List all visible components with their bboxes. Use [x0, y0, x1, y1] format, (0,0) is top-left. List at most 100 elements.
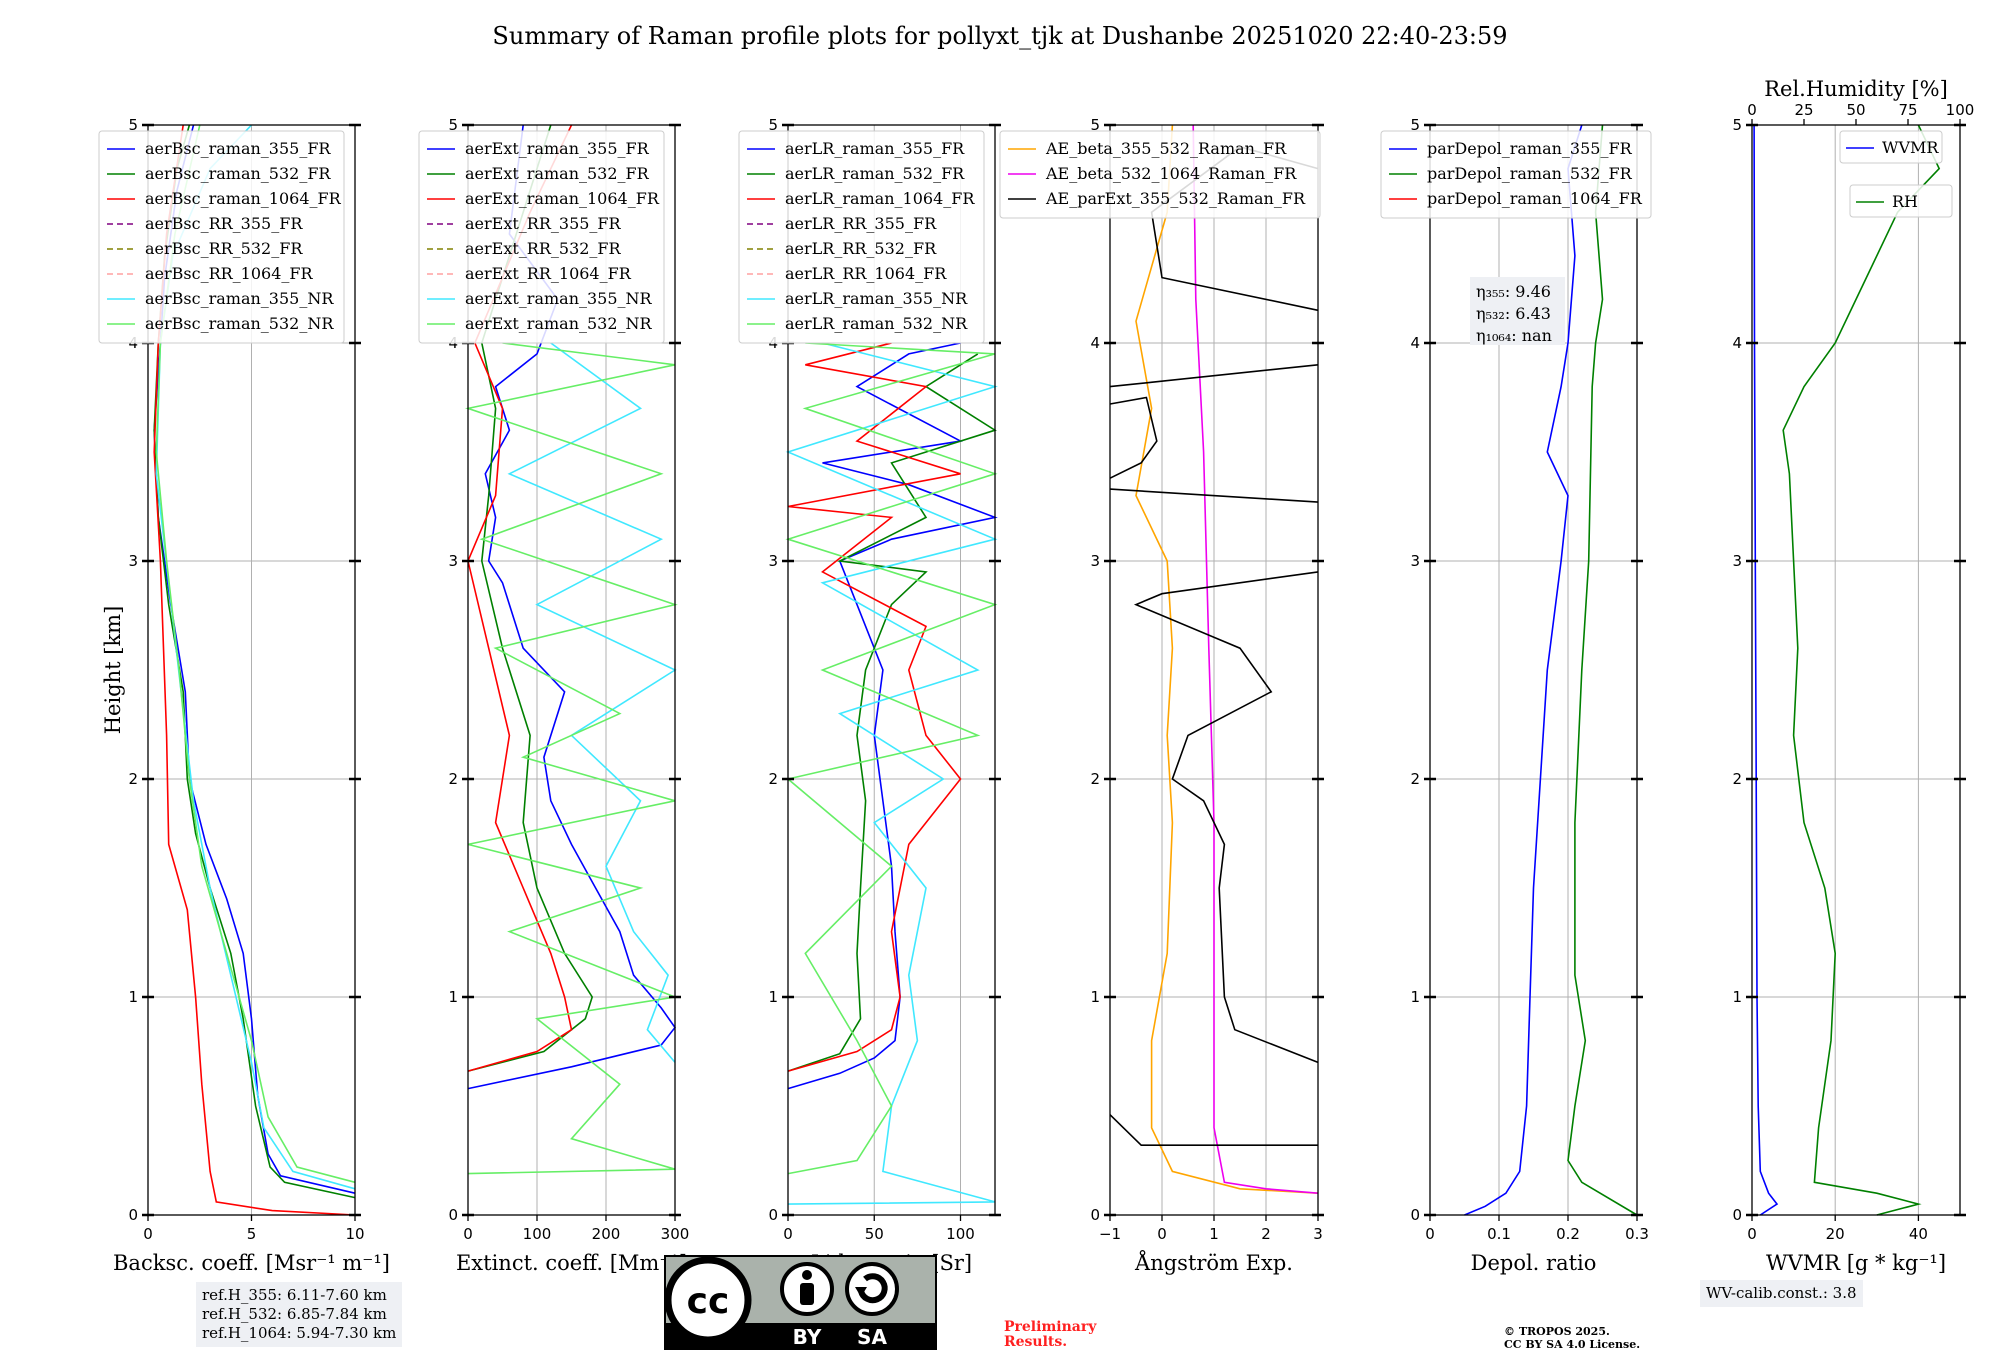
- panel-4: 0 1 2 3 4 5 0 0.1 0.2 0.3 Depol. ratio parDepol_ram…: [1380, 116, 1652, 1275]
- series-line-1-0: [467, 124, 676, 1090]
- y-tick-label: 0: [1410, 1206, 1420, 1224]
- y-tick-label: 2: [448, 770, 458, 788]
- legend: AE_beta_355_532_Raman_FR AE_beta_532_1064…: [999, 130, 1321, 219]
- legend: parDepol_raman_355_FR parDepol_raman_532_…: [1380, 130, 1652, 219]
- y-tick-label: 3: [1090, 552, 1100, 570]
- y-tick-label: 1: [1090, 988, 1100, 1006]
- y-tick-label: 0: [1732, 1206, 1742, 1224]
- legend-entry: AE_beta_355_532_Raman_FR: [1045, 139, 1287, 158]
- legend-entry: aerExt_raman_532_FR: [465, 164, 650, 183]
- cc-by-sa-logo: cc BY SA: [664, 1255, 937, 1350]
- x-tick-label: 100: [523, 1225, 552, 1243]
- plot-frame: [1429, 124, 1638, 1216]
- y-tick-label: 4: [1732, 334, 1742, 352]
- y-tick-label: 2: [768, 770, 778, 788]
- series-line-2-2: [787, 342, 962, 1072]
- x-axis-label: Ångström Exp.: [1134, 1250, 1293, 1275]
- wv-calib-const: WV-calib.const.: 3.8: [1706, 1284, 1857, 1302]
- plot-frame: [787, 124, 996, 1216]
- y-tick-label: 1: [448, 988, 458, 1006]
- x-tick-label: −1: [1099, 1225, 1121, 1243]
- y-tick-label: 5: [1732, 116, 1742, 134]
- series-line-5-0: [1753, 124, 1779, 1216]
- x-tick-label: 0.2: [1556, 1225, 1580, 1243]
- legend: aerLR_raman_355_FR aerLR_raman_532_FR aerL…: [738, 130, 985, 344]
- legend: aerExt_raman_355_FR aerExt_raman_532_FRae…: [418, 130, 665, 344]
- x-tick-label: 0: [143, 1225, 153, 1243]
- y-tick-label: 4: [1090, 334, 1100, 352]
- y-tick-label: 3: [768, 552, 778, 570]
- legend-entry: aerBsc_raman_532_NR: [145, 314, 334, 333]
- series-line-2-7: [785, 342, 998, 1175]
- x-tick-label: 10: [345, 1225, 364, 1243]
- x-tick-label: 0: [463, 1225, 473, 1243]
- legend-entry: aerLR_raman_355_NR: [785, 289, 968, 308]
- legend-entry: aerExt_raman_532_NR: [465, 314, 653, 333]
- y-tick-label: 1: [128, 988, 138, 1006]
- series-line-4-1: [1567, 124, 1638, 1216]
- x2-tick-label: 25: [1794, 101, 1813, 119]
- y-tick-label: 3: [1732, 552, 1742, 570]
- copyright-note: © TROPOS 2025. CC BY SA 4.0 License.: [1504, 1325, 1640, 1351]
- legend-entry: aerBsc_RR_532_FR: [145, 239, 303, 258]
- y-tick-label: 5: [1410, 116, 1420, 134]
- x-tick-label: 0: [1747, 1225, 1757, 1243]
- cc-circle-icon: [664, 1256, 752, 1344]
- x-tick-label: 40: [1909, 1225, 1928, 1243]
- legend-entry: AE_parExt_355_532_Raman_FR: [1045, 189, 1306, 208]
- series-line-2-6: [785, 342, 998, 1205]
- legend-entry: aerExt_RR_532_FR: [465, 239, 622, 258]
- y-tick-label: 3: [128, 552, 138, 570]
- plot-frame: [467, 124, 676, 1216]
- legend-entry: aerLR_RR_355_FR: [785, 214, 937, 233]
- ref-height-355: ref.H_355: 6.11-7.60 km: [202, 1286, 387, 1304]
- y-tick-label: 0: [768, 1206, 778, 1224]
- legend-entry: aerLR_raman_532_FR: [785, 164, 965, 183]
- y-tick-label: 3: [1410, 552, 1420, 570]
- eta-line: η₁₀₆₄: nan: [1476, 326, 1552, 345]
- x-tick-label: 0: [783, 1225, 793, 1243]
- y-tick-label: 0: [448, 1206, 458, 1224]
- legend-entry: aerExt_RR_1064_FR: [465, 264, 632, 283]
- eta-line: η₅₃₂: 6.43: [1476, 304, 1551, 323]
- y-axis-label: Height [km]: [101, 606, 125, 735]
- legend-entry: aerBsc_raman_1064_FR: [145, 189, 342, 208]
- x-tick-label: 5: [247, 1225, 257, 1243]
- panel-0: 0123450510Backsc. coeff. [Msr⁻¹ m⁻¹]Heig…: [98, 116, 390, 1275]
- legend-entry: aerBsc_raman_532_FR: [145, 164, 331, 183]
- legend-1: RH: [1849, 184, 1953, 218]
- y-tick-label: 2: [128, 770, 138, 788]
- y-tick-label: 2: [1090, 770, 1100, 788]
- legend-entry: AE_beta_532_1064_Raman_FR: [1045, 164, 1297, 183]
- sa-share-icon: [845, 1262, 899, 1316]
- y-tick-label: 5: [768, 116, 778, 134]
- x2-axis-label: Rel.Humidity [%]: [1764, 77, 1948, 101]
- preliminary-note: Preliminary Results.: [1004, 1320, 1096, 1350]
- x-tick-label: 0: [1425, 1225, 1435, 1243]
- legend-entry: parDepol_raman_355_FR: [1427, 139, 1633, 158]
- series-line-2-1: [787, 353, 997, 1072]
- x2-tick-label: 100: [1946, 101, 1975, 119]
- panel-2: 012345050100Lidar ratio [Sr]aerLR_raman_…: [738, 116, 1001, 1275]
- x-tick-label: 0.3: [1625, 1225, 1649, 1243]
- x-tick-label: 20: [1826, 1225, 1845, 1243]
- y-tick-label: 0: [1090, 1206, 1100, 1224]
- x-tick-label: 0.1: [1487, 1225, 1511, 1243]
- y-tick-label: 1: [768, 988, 778, 1006]
- y-tick-label: 2: [1732, 770, 1742, 788]
- series-line-0-2: [153, 124, 356, 1216]
- legend-entry: aerLR_RR_1064_FR: [785, 264, 947, 283]
- legend-entry: aerBsc_RR_355_FR: [145, 214, 303, 233]
- preliminary-line-2: Results.: [1004, 1334, 1068, 1350]
- series-line-2-0: [787, 342, 998, 1090]
- x-tick-label: 0: [1157, 1225, 1167, 1243]
- legend-entry: aerExt_RR_355_FR: [465, 214, 622, 233]
- series-line-3-0: [1135, 124, 1319, 1194]
- x-axis-label: Backsc. coeff. [Msr⁻¹ m⁻¹]: [113, 1251, 390, 1275]
- legend: aerBsc_raman_355_FR aerBsc_raman_532_FRae…: [98, 130, 345, 344]
- legend-entry: WVMR: [1882, 138, 1939, 157]
- ref-height-532: ref.H_532: 6.85-7.84 km: [202, 1305, 387, 1323]
- legend-entry: aerBsc_raman_355_FR: [145, 139, 331, 158]
